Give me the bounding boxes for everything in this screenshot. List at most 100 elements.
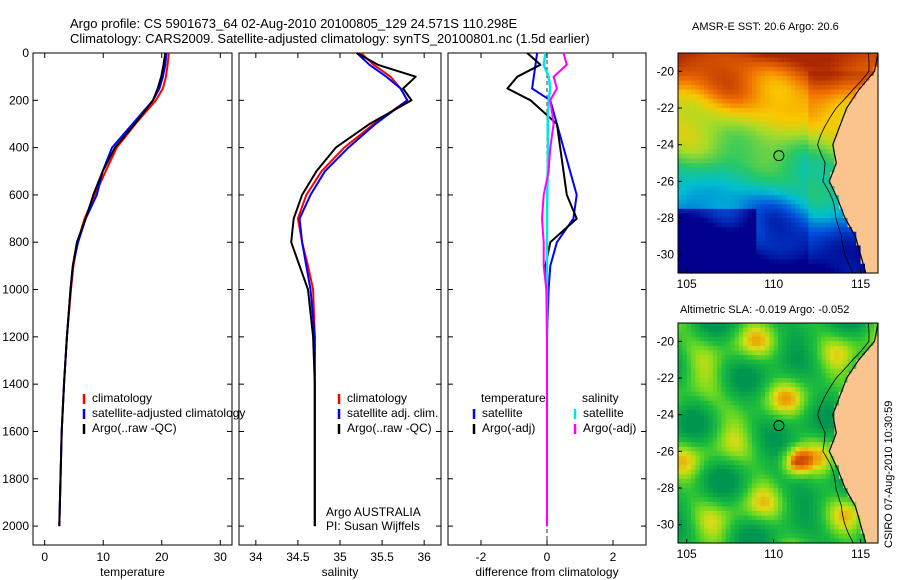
sla-map-cell	[678, 382, 683, 388]
sst-map-cell	[756, 117, 762, 123]
sst-map-cell	[747, 204, 753, 210]
sst-map-cell	[734, 268, 740, 274]
sst-map-cell	[682, 250, 688, 256]
sst-map-cell	[691, 213, 696, 219]
sst-map-cell	[691, 250, 696, 256]
sst-map-cell	[795, 195, 801, 201]
sla-map-cell	[778, 428, 783, 434]
sla-map-cell	[712, 483, 718, 489]
sla-map-cell	[847, 451, 853, 457]
sla-map-cell	[738, 488, 744, 494]
sst-map-cell	[865, 126, 870, 132]
sla-map-cell	[834, 460, 840, 466]
sst-map-cell	[738, 268, 744, 274]
sst-map-cell	[738, 158, 744, 164]
sst-map-cell	[865, 135, 870, 141]
sla-map-cell	[725, 336, 731, 342]
sla-map-cell	[708, 332, 714, 338]
sst-map-cell	[712, 240, 718, 247]
sst-map-cell	[725, 254, 731, 260]
sla-map-cell	[865, 451, 870, 457]
salinity-x-tick-label: 34.5	[286, 550, 310, 564]
sla-map-cell	[791, 474, 796, 480]
sla-map-cell	[791, 433, 796, 439]
sla-map-cell	[704, 533, 709, 539]
sla-map-cell	[725, 533, 731, 539]
sst-map-cell	[751, 163, 757, 169]
sst-map-cell	[765, 130, 770, 137]
sst-map-cell	[856, 117, 862, 123]
sla-map-cell	[734, 433, 740, 439]
sla-map-cell	[691, 474, 696, 480]
sla-map-cell	[730, 373, 736, 379]
sst-map-cell	[686, 245, 692, 251]
sla-map-cell	[751, 400, 757, 407]
sst-map-cell	[743, 140, 749, 146]
sst-map-cell	[860, 167, 866, 173]
sla-map-cell	[765, 364, 770, 370]
sla-map-cell	[725, 469, 731, 475]
sla-map-cell	[769, 396, 775, 402]
sla-map-cell	[804, 488, 809, 494]
sla-map-cell	[765, 533, 770, 539]
sla-map-cell	[773, 428, 779, 434]
sst-map-cell	[782, 218, 788, 224]
sst-map-cell	[725, 227, 731, 233]
sst-map-cell	[725, 149, 731, 155]
sst-map-cell	[795, 227, 801, 233]
sst-map-cell	[851, 176, 857, 182]
sst-map-cell	[691, 140, 696, 146]
sst-map-cell	[717, 204, 722, 210]
sst-map-cell	[765, 176, 770, 182]
sla-map-cell	[799, 378, 805, 384]
sla-map-cell	[751, 396, 757, 402]
sla-map-cell	[743, 350, 749, 356]
sla-map-cell	[851, 474, 857, 480]
sla-map-cell	[686, 501, 692, 507]
sst-map-cell	[808, 158, 814, 164]
sst-map-cell	[808, 53, 814, 59]
sst-map-cell	[795, 158, 801, 164]
sla-map-cell	[756, 336, 762, 342]
sst-map-cell	[830, 181, 836, 187]
sla-map-cell	[747, 465, 753, 471]
header-line-1: Argo profile: CS 5901673_64 02-Aug-2010 …	[70, 16, 518, 31]
sla-map-cell	[682, 400, 688, 407]
sst-map-cell	[699, 208, 705, 214]
sst-map-cell	[704, 75, 709, 82]
sst-map-cell	[869, 117, 875, 123]
sla-map-cell	[682, 345, 688, 352]
sla-map-cell	[769, 515, 775, 521]
sla-map-cell	[782, 428, 788, 434]
sst-map-cell	[808, 208, 814, 214]
sst-map-cell	[782, 254, 788, 260]
sla-map-cell	[812, 364, 818, 370]
sla-map-cell	[808, 378, 814, 384]
sla-map-cell	[756, 465, 762, 471]
sst-map-cell	[804, 94, 809, 100]
sst-map-cell	[851, 259, 857, 265]
sla-map-cell	[743, 501, 749, 507]
sla-map-cell	[791, 345, 796, 352]
sla-map-cell	[756, 405, 762, 411]
sst-map-cell	[817, 62, 822, 68]
temperature-legend-label: climatology	[92, 391, 152, 405]
sst-map-cell	[695, 121, 701, 127]
sla-map-cell	[699, 455, 705, 462]
sst-map-cell	[769, 112, 775, 118]
sla-map-cell	[765, 414, 770, 420]
sst-map-cell	[804, 80, 809, 86]
sla-map-cell	[686, 510, 692, 517]
sla-map-cell	[843, 419, 849, 425]
sst-map-cell	[804, 144, 809, 150]
sla-map-cell	[869, 506, 875, 512]
sla-map-cell	[730, 400, 736, 407]
sst-map-cell	[786, 218, 792, 224]
sla-map-cell	[860, 341, 866, 347]
sla-map-cell	[825, 501, 831, 507]
sla-map-cell	[830, 433, 836, 439]
sla-map-cell	[830, 469, 836, 475]
sla-map-cell	[856, 355, 862, 361]
sla-map-cell	[851, 332, 857, 338]
sla-map-cell	[721, 345, 727, 352]
